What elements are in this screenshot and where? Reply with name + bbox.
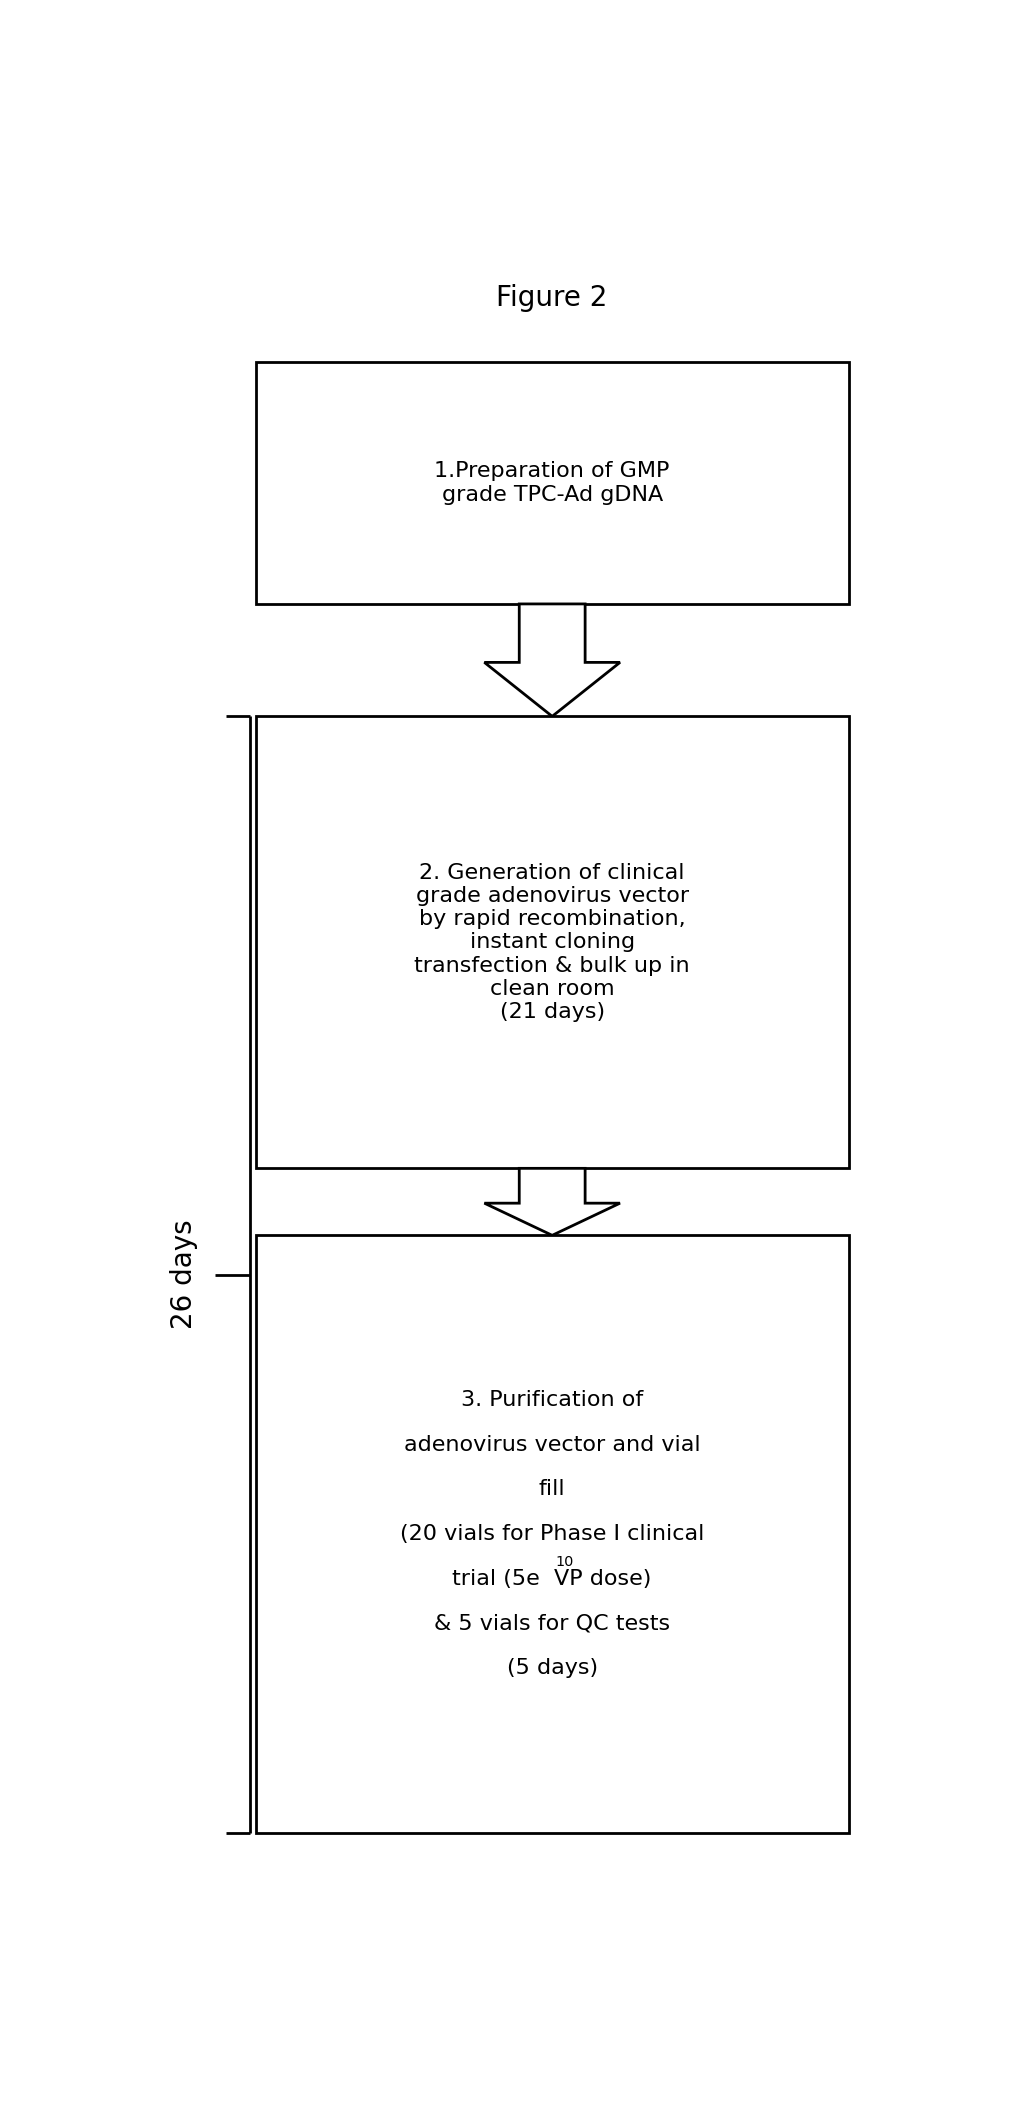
Text: fill: fill xyxy=(539,1480,566,1499)
Text: Figure 2: Figure 2 xyxy=(496,285,608,313)
Text: 10: 10 xyxy=(555,1554,574,1569)
Text: 2. Generation of clinical
grade adenovirus vector
by rapid recombination,
instan: 2. Generation of clinical grade adenovir… xyxy=(414,863,690,1023)
Bar xyxy=(256,716,849,1169)
Bar xyxy=(256,361,849,604)
Text: 3. Purification of: 3. Purification of xyxy=(461,1390,643,1410)
Text: 1.Preparation of GMP
grade TPC-Ad gDNA: 1.Preparation of GMP grade TPC-Ad gDNA xyxy=(435,461,670,504)
Text: (20 vials for Phase I clinical: (20 vials for Phase I clinical xyxy=(400,1524,705,1543)
Text: trial (5e  VP dose): trial (5e VP dose) xyxy=(452,1569,652,1588)
Polygon shape xyxy=(484,1169,620,1235)
Text: 26 days: 26 days xyxy=(170,1220,197,1329)
Bar xyxy=(256,1235,849,1833)
Polygon shape xyxy=(484,604,620,716)
Text: & 5 vials for QC tests: & 5 vials for QC tests xyxy=(434,1614,670,1633)
Text: (5 days): (5 days) xyxy=(506,1658,597,1677)
Text: adenovirus vector and vial: adenovirus vector and vial xyxy=(404,1435,701,1454)
